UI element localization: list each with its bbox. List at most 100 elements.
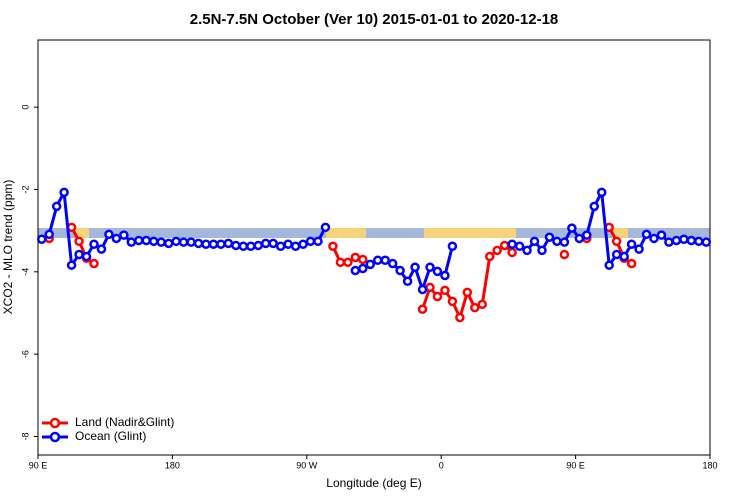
data-point: [432, 266, 443, 277]
data-point: [96, 244, 107, 254]
data-point: [387, 258, 398, 269]
data-point: [626, 239, 637, 249]
chart-title: 2.5N-7.5N October (Ver 10) 2015-01-01 to…: [190, 11, 559, 28]
data-point: [529, 236, 540, 247]
data-point: [447, 296, 458, 307]
data-point: [619, 251, 629, 262]
data-point: [507, 247, 517, 258]
data-point: [51, 201, 62, 212]
data-point: [432, 291, 443, 302]
data-point: [81, 251, 92, 262]
data-point: [455, 312, 465, 323]
legend-label: Land (Nadir&Glint): [75, 415, 174, 429]
data-point: [470, 302, 480, 313]
data-point: [440, 270, 450, 281]
data-point: [193, 238, 204, 249]
data-point: [201, 239, 211, 249]
data-point: [544, 232, 555, 242]
data-point: [514, 241, 525, 252]
data-point: [156, 237, 166, 247]
data-point: [305, 236, 316, 247]
data-point: [484, 251, 495, 262]
data-point: [679, 234, 689, 245]
data-point: [671, 235, 682, 246]
data-point: [335, 257, 346, 268]
data-point: [440, 285, 450, 296]
x-tick-label: 90 E: [29, 460, 48, 470]
data-point: [328, 241, 338, 252]
data-point: [559, 249, 570, 260]
data-point: [701, 237, 712, 247]
data-point: [290, 241, 301, 252]
data-point: [447, 241, 458, 252]
data-point: [148, 236, 159, 247]
legend-marker: [49, 431, 61, 443]
data-point: [611, 249, 622, 260]
data-point: [611, 236, 622, 247]
data-point: [589, 201, 600, 212]
data-point: [178, 237, 189, 247]
data-point: [126, 237, 137, 247]
data-point: [634, 244, 644, 254]
data-point: [231, 240, 241, 251]
data-point: [477, 299, 488, 310]
data-point: [686, 235, 697, 246]
data-point: [66, 260, 77, 270]
y-tick-label: -8: [20, 432, 30, 440]
data-point: [499, 240, 510, 251]
data-point: [507, 239, 517, 249]
data-point: [111, 233, 122, 244]
data-point: [641, 229, 652, 240]
data-point: [492, 245, 502, 256]
data-point: [350, 252, 361, 263]
data-point: [104, 229, 114, 240]
x-tick-label: 180: [165, 460, 180, 470]
legend-label: Ocean (Glint): [75, 429, 146, 443]
data-point: [36, 234, 47, 245]
data-point: [552, 236, 562, 247]
plot-frame: [37, 39, 711, 456]
data-point: [417, 284, 428, 295]
data-point: [694, 236, 704, 247]
data-point: [238, 241, 249, 252]
data-point: [567, 223, 577, 233]
data-point: [223, 238, 234, 249]
data-point: [649, 233, 659, 244]
data-point: [171, 236, 181, 247]
data-point: [417, 304, 428, 315]
data-point: [410, 262, 420, 273]
data-point: [425, 282, 435, 293]
y-tick-label: 0: [20, 105, 30, 110]
data-point: [253, 240, 264, 251]
data-point: [522, 245, 532, 256]
data-point: [208, 239, 219, 249]
data-point: [89, 258, 99, 269]
data-point: [664, 237, 674, 247]
legend-marker: [49, 417, 61, 429]
x-tick-label: 90 W: [296, 460, 318, 470]
data-point: [163, 238, 174, 249]
data-point: [380, 255, 390, 266]
data-point: [358, 254, 368, 265]
data-point: [141, 235, 152, 246]
data-point: [425, 262, 435, 273]
data-point: [260, 238, 271, 249]
data-point: [74, 236, 84, 247]
data-point: [283, 239, 293, 249]
y-tick-label: -4: [20, 268, 30, 276]
x-tick-label: 0: [439, 460, 444, 470]
data-point: [656, 230, 667, 240]
x-tick-label: 90 E: [566, 460, 585, 470]
y-tick-label: -6: [20, 350, 30, 358]
data-point: [537, 245, 547, 256]
data-point: [604, 260, 614, 270]
data-point: [313, 236, 323, 247]
data-point: [268, 238, 278, 249]
data-point: [74, 249, 84, 260]
data-point: [89, 239, 99, 249]
data-point: [59, 187, 69, 198]
data-point: [275, 241, 286, 252]
data-point: [298, 239, 308, 249]
data-point: [134, 235, 144, 246]
data-point: [350, 265, 361, 276]
